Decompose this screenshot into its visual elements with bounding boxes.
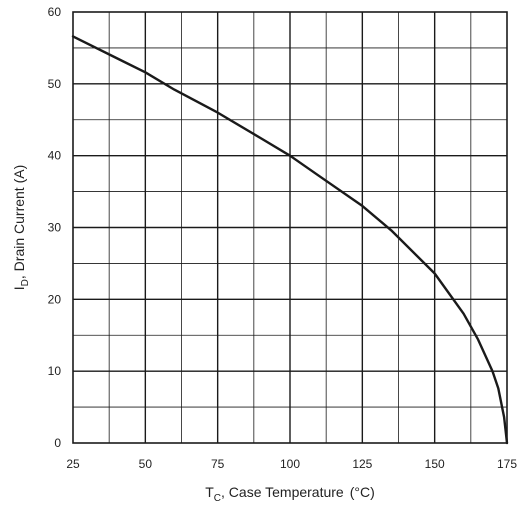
y-tick-label: 40 [48,149,62,163]
x-tick-label: 125 [352,457,372,471]
series-layer [71,35,509,445]
y-axis-label-main: I [11,286,27,290]
y-tick-label: 60 [48,5,62,19]
x-tick-label: 50 [139,457,153,471]
y-axis-label-rest: , Drain Current (A) [11,165,27,279]
plot-frame [72,11,508,444]
y-axis-label: ID, Drain Current (A) [11,165,31,290]
series-line-0 [71,35,509,445]
x-axis-label-main: T [205,484,214,500]
x-tick-label: 175 [497,457,517,471]
y-axis-label-subscript: D [20,279,31,286]
x-tick-label: 75 [211,457,225,471]
x-tick-label: 25 [66,457,80,471]
x-axis-label-subscript: C [214,493,221,504]
y-tick-label: 0 [54,436,61,450]
y-tick-label: 20 [48,292,62,306]
y-tick-labels: 0 10 20 30 40 50 60 [48,5,62,450]
y-tick-label: 50 [48,77,62,91]
x-tick-labels: 25 50 75 100 125 150 175 [66,457,517,471]
y-tick-label: 10 [48,364,62,378]
grid [73,12,507,443]
x-axis-label: TC, Case Temperature (°C) [205,484,375,504]
y-tick-label: 30 [48,221,62,235]
x-tick-label: 100 [280,457,300,471]
x-axis-label-unit: (°C) [350,484,375,500]
x-axis-label-rest: , Case Temperature [221,484,344,500]
x-tick-label: 150 [425,457,445,471]
